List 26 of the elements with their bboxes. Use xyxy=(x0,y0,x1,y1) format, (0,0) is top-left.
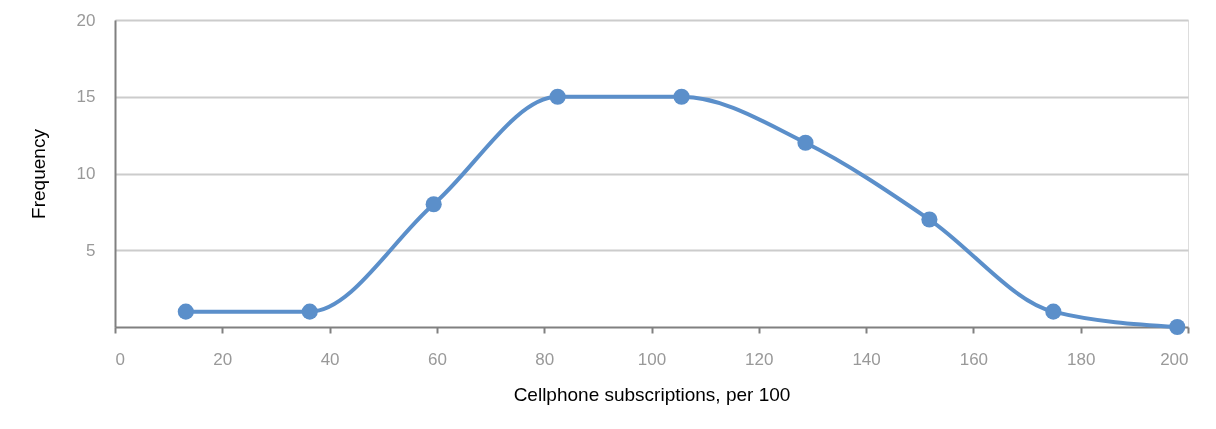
x-axis-title: Cellphone subscriptions, per 100 xyxy=(513,383,791,405)
point xyxy=(301,303,318,320)
point xyxy=(673,88,690,105)
x-tick-label: 160 xyxy=(959,349,989,369)
point xyxy=(549,88,566,105)
x-tick-label: 120 xyxy=(745,349,774,369)
point xyxy=(921,211,938,228)
x-tick-label: 60 xyxy=(427,349,447,369)
y-tick-label: 20 xyxy=(76,10,96,30)
x-tick-label: 180 xyxy=(1067,349,1096,369)
x-tick-label: 200 xyxy=(1160,349,1189,369)
point xyxy=(425,196,442,213)
y-tick-label: 10 xyxy=(76,164,96,183)
point xyxy=(797,134,814,151)
x-tick-label: 140 xyxy=(852,349,881,369)
point xyxy=(1045,303,1062,320)
x-tick-label: 100 xyxy=(637,349,667,369)
point xyxy=(1169,318,1186,336)
y-axis-title: Frequency xyxy=(27,128,49,219)
x-tick-label: 20 xyxy=(213,349,233,369)
y-tick-label: 15 xyxy=(76,87,96,107)
x-tick-label: 0 xyxy=(115,349,125,369)
x-tick-label: 40 xyxy=(320,349,340,369)
y-tick-label: 5 xyxy=(86,240,96,260)
point xyxy=(177,303,194,320)
x-tick-label: 80 xyxy=(535,349,555,369)
